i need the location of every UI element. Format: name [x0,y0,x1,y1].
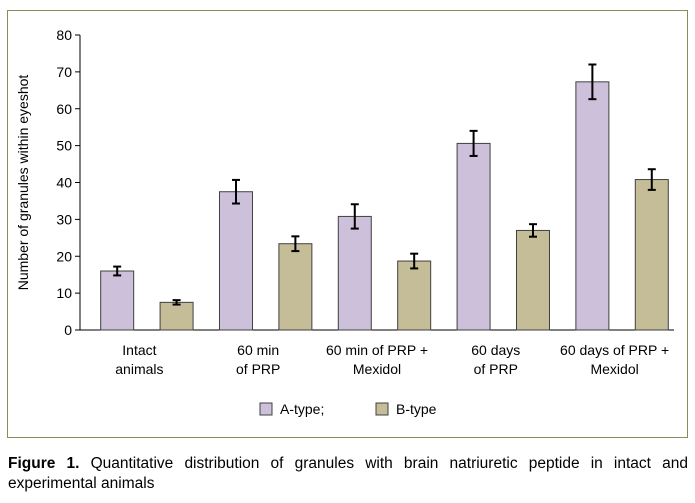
caption-label: Figure 1. [8,455,80,472]
legend-label: B-type [396,401,437,417]
category-label: Intact [122,342,156,358]
y-tick-label: 0 [64,322,72,338]
category-label: 60 days of PRP + [560,342,669,358]
category-label: Mexidol [353,361,401,377]
legend-swatch [259,402,273,416]
bar [278,243,313,331]
bar [575,81,610,331]
y-tick-label: 30 [56,211,72,227]
category-label: of PRP [236,361,280,377]
bar [634,179,669,331]
y-axis-title: Number of granules within eyeshot [15,75,31,291]
category-label: of PRP [474,361,518,377]
bar [100,270,135,331]
legend-label: A-type; [280,401,324,417]
bar [456,142,491,331]
y-tick-label: 80 [56,27,72,43]
bar [397,260,432,331]
legend-swatch [375,402,389,416]
bar-chart: 0 10 20 30 40 50 60 70 80 Number of granules with… [15,27,674,417]
bar [515,229,550,331]
figure-caption: Figure 1. Quantitative distribution of g… [8,454,688,494]
y-tick-label: 20 [56,248,72,264]
y-tick-label: 70 [56,64,72,80]
y-tick-label: 40 [56,175,72,191]
bar [218,191,253,331]
y-tick-label: 10 [56,285,72,301]
category-label: animals [115,361,163,377]
bar [159,301,194,331]
chart-frame: 0 10 20 30 40 50 60 70 80 Number of granules with… [7,10,688,438]
category-label: Mexidol [590,361,638,377]
category-label: 60 min [237,342,279,358]
category-label: 60 min of PRP + [326,342,428,358]
category-label: 60 days [471,342,520,358]
bar [337,215,372,331]
caption-text: Quantitative distribution of granules wi… [8,455,688,492]
y-tick-label: 60 [56,101,72,117]
y-tick-label: 50 [56,138,72,154]
